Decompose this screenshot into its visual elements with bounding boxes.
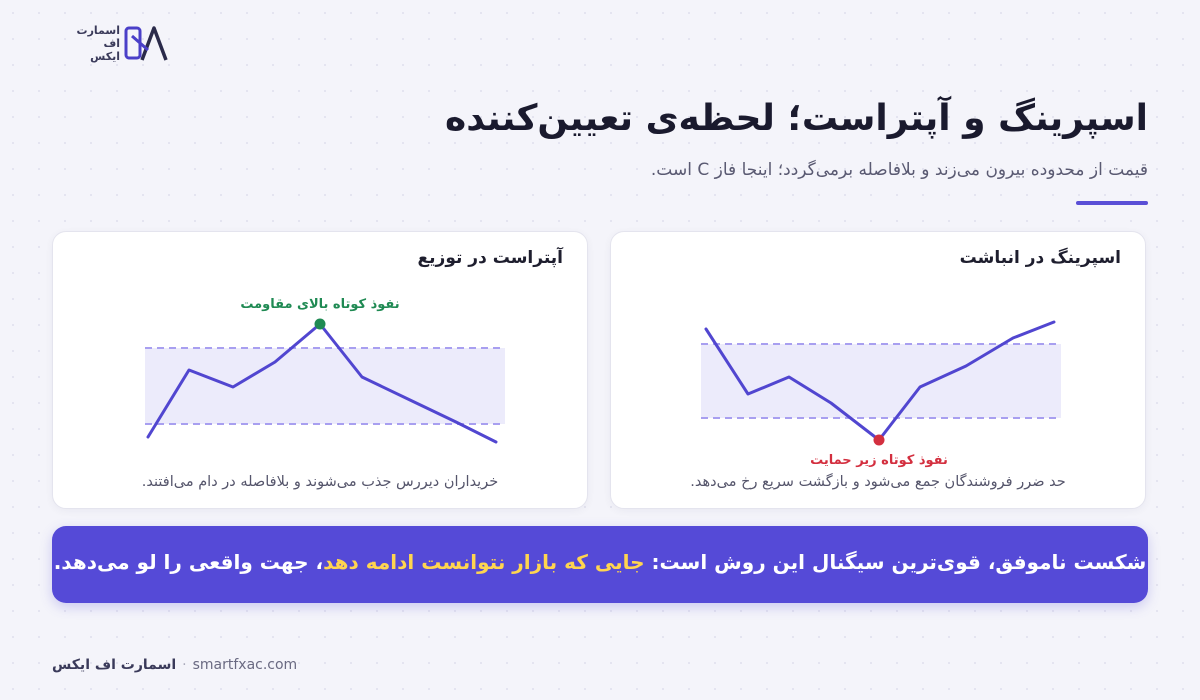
key-insight-banner: شکست ناموفق، قوی‌ترین سیگنال این روش است… — [52, 526, 1148, 603]
logo-text-line2: اف — [103, 37, 120, 50]
logo-text-line3: ایکس — [90, 50, 120, 63]
spring-caption: حد ضرر فروشندگان جمع می‌شود و بازگشت سری… — [690, 474, 1066, 490]
spring-card: اسپرینگ در انباشت نفوذ کوتاه زیر حمایت ح… — [610, 231, 1146, 509]
footer-brand: اسمارت اف ایکس — [52, 657, 177, 673]
smartfx-logo-icon — [124, 26, 168, 61]
logo-text-line1: اسمارت — [76, 24, 120, 37]
spring-diagram: نفوذ کوتاه زیر حمایت — [701, 320, 1061, 468]
banner-highlight: جایی که بازار نتوانست ادامه دهد — [323, 550, 645, 574]
upthrust-card: آپتراست در توزیع نفوذ کوتاه بالای مقاومت… — [52, 231, 588, 509]
upthrust-label: نفوذ کوتاه بالای مقاومت — [240, 297, 399, 312]
upthrust-card-title: آپتراست در توزیع — [417, 248, 563, 268]
title-underline — [1076, 201, 1148, 205]
upthrust-peak-marker — [314, 318, 326, 330]
spring-trough-marker — [873, 434, 885, 446]
spring-range-zone — [701, 344, 1061, 418]
banner-text: شکست ناموفق، قوی‌ترین سیگنال این روش است… — [52, 550, 1148, 574]
logo: اسمارت اف ایکس — [76, 22, 172, 68]
footer-separator: · — [182, 657, 187, 673]
footer-site-link[interactable]: smartfxac.com — [192, 657, 298, 673]
spring-label: نفوذ کوتاه زیر حمایت — [810, 453, 948, 468]
spring-card-title: اسپرینگ در انباشت — [959, 248, 1121, 268]
upthrust-caption: خریداران دیررس جذب می‌شوند و بلافاصله در… — [141, 474, 499, 490]
upthrust-range-zone — [145, 348, 505, 424]
logo-text: اسمارت اف ایکس — [76, 24, 120, 63]
banner-text-part2: ، جهت واقعی را لو می‌دهد. — [53, 550, 324, 574]
footer: اسمارت اف ایکس · smartfxac.com — [52, 657, 297, 673]
upthrust-diagram: نفوذ کوتاه بالای مقاومت — [145, 297, 505, 444]
page-title: اسپرینگ و آپتراست؛ لحظه‌ی تعیین‌کننده — [445, 98, 1148, 139]
banner-text-part1: شکست ناموفق، قوی‌ترین سیگنال این روش است… — [644, 550, 1147, 574]
page-subtitle: قیمت از محدوده بیرون می‌زند و بلافاصله ب… — [650, 160, 1148, 180]
